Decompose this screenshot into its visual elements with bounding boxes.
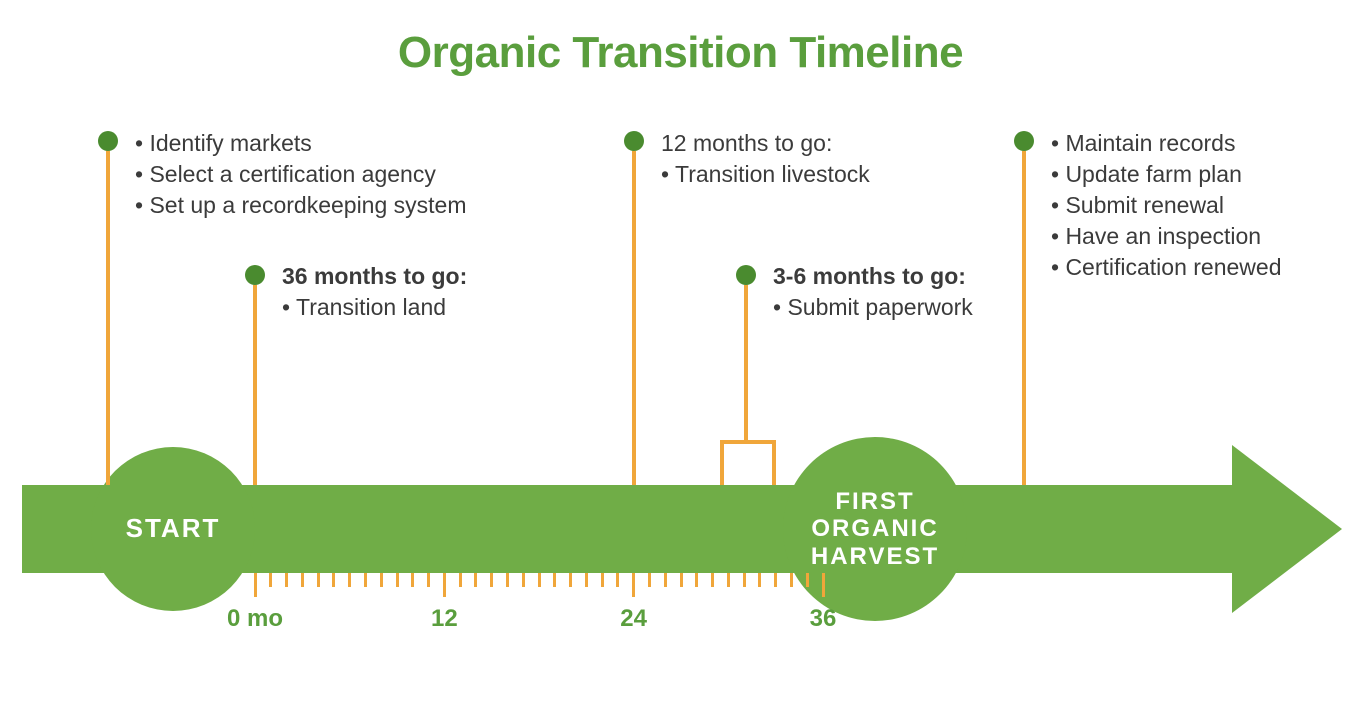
tick-label: 24: [620, 605, 647, 633]
tick-minor: [553, 573, 556, 587]
timeline-canvas: START FIRST ORGANIC HARVEST 0 mo 12 24 36 •…: [0, 0, 1361, 701]
tick-major: [632, 573, 635, 597]
callout-dot: [245, 265, 265, 285]
callout-line: 3-6 months to go:: [773, 261, 973, 292]
callout-line: • Select a certification agency: [135, 159, 467, 190]
tick-minor: [269, 573, 272, 587]
tick-minor: [538, 573, 541, 587]
tick-minor: [585, 573, 588, 587]
callout-line: • Maintain records: [1051, 128, 1282, 159]
callout-stem: [106, 151, 110, 485]
tick-minor: [317, 573, 320, 587]
tick-minor: [364, 573, 367, 587]
callout-text-post-harvest: • Maintain records• Update farm plan• Su…: [1051, 128, 1282, 283]
start-bubble: START: [91, 447, 255, 611]
callout-line: • Transition livestock: [661, 159, 870, 190]
callout-dot: [1014, 131, 1034, 151]
tick-minor: [459, 573, 462, 587]
callout-line: 36 months to go:: [282, 261, 467, 292]
tick-minor: [348, 573, 351, 587]
tick-minor: [727, 573, 730, 587]
callout-text-12-months: 12 months to go:• Transition livestock: [661, 128, 870, 190]
tick-minor: [332, 573, 335, 587]
callout-dot: [98, 131, 118, 151]
tick-minor: [601, 573, 604, 587]
tick-minor: [411, 573, 414, 587]
tick-minor: [285, 573, 288, 587]
tick-major: [822, 573, 825, 597]
tick-minor: [301, 573, 304, 587]
tick-minor: [648, 573, 651, 587]
callout-line: • Transition land: [282, 292, 467, 323]
tick-label: 36: [810, 605, 837, 633]
tick-minor: [396, 573, 399, 587]
timeline-arrow-head: [1232, 445, 1342, 613]
callout-line: • Certification renewed: [1051, 252, 1282, 283]
tick-minor: [522, 573, 525, 587]
tick-minor: [616, 573, 619, 587]
tick-minor: [490, 573, 493, 587]
callout-stem: [632, 151, 636, 485]
tick-minor: [680, 573, 683, 587]
callout-bracket: [720, 440, 776, 485]
tick-major: [443, 573, 446, 597]
callout-stem: [1022, 151, 1026, 485]
callout-text-36-months: 36 months to go:• Transition land: [282, 261, 467, 323]
callout-text-pre-start: • Identify markets• Select a certificati…: [135, 128, 467, 221]
tick-label: 0 mo: [227, 605, 283, 633]
callout-line: • Submit paperwork: [773, 292, 973, 323]
callout-dot: [624, 131, 644, 151]
callout-line: • Submit renewal: [1051, 190, 1282, 221]
start-bubble-label: START: [126, 514, 221, 544]
harvest-bubble: FIRST ORGANIC HARVEST: [783, 437, 967, 621]
callout-line: • Update farm plan: [1051, 159, 1282, 190]
tick-minor: [427, 573, 430, 587]
harvest-bubble-label: FIRST ORGANIC HARVEST: [811, 488, 939, 571]
callout-text-3-6-months: 3-6 months to go:• Submit paperwork: [773, 261, 973, 323]
tick-label: 12: [431, 605, 458, 633]
callout-stem: [253, 285, 257, 485]
tick-minor: [664, 573, 667, 587]
callout-line: 12 months to go:: [661, 128, 870, 159]
callout-line: • Have an inspection: [1051, 221, 1282, 252]
callout-stem: [744, 285, 748, 440]
tick-major: [254, 573, 257, 597]
tick-minor: [506, 573, 509, 587]
tick-minor: [743, 573, 746, 587]
tick-minor: [711, 573, 714, 587]
tick-minor: [380, 573, 383, 587]
tick-minor: [474, 573, 477, 587]
callout-line: • Identify markets: [135, 128, 467, 159]
tick-minor: [758, 573, 761, 587]
tick-minor: [806, 573, 809, 587]
callout-dot: [736, 265, 756, 285]
tick-minor: [790, 573, 793, 587]
tick-minor: [774, 573, 777, 587]
tick-minor: [569, 573, 572, 587]
tick-minor: [695, 573, 698, 587]
callout-line: • Set up a recordkeeping system: [135, 190, 467, 221]
